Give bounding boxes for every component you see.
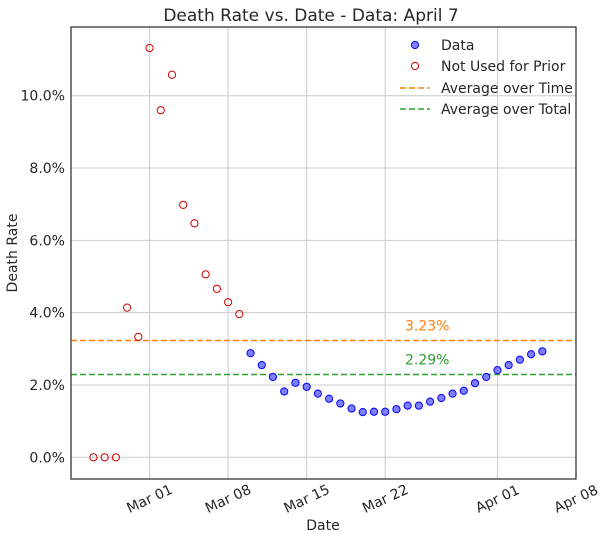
data-point — [145, 43, 154, 53]
reference-lines: 3.23% 2.29% — [71, 319, 576, 376]
data-point — [336, 399, 345, 408]
x-axis-ticks: Mar 01 Mar 08 Mar 15 Mar 22 Apr 01 Apr 08 — [124, 482, 600, 517]
x-tick-label: Mar 22 — [360, 482, 411, 517]
data-point — [504, 360, 513, 370]
legend-marker — [410, 40, 420, 50]
data-point — [482, 372, 491, 382]
data-point — [414, 401, 423, 410]
reference-line-label: 2.29% — [405, 352, 449, 368]
data-point — [268, 372, 278, 382]
data-point — [179, 200, 188, 210]
legend-label: Not Used for Prior — [441, 59, 566, 75]
legend-label: Average over Total — [441, 102, 571, 118]
data-point — [156, 106, 165, 115]
data-point — [167, 70, 177, 79]
data-point — [437, 393, 446, 403]
x-tick-label: Apr 08 — [552, 482, 601, 516]
x-tick-label: Mar 08 — [203, 482, 254, 517]
legend: Data Not Used for Prior Average over Time A… — [400, 38, 573, 118]
data-point — [527, 350, 536, 359]
data-point — [325, 394, 334, 403]
data-point — [246, 349, 255, 358]
data-point — [459, 386, 468, 395]
plot-frame — [70, 26, 577, 480]
data-point — [123, 303, 132, 312]
y-tick-label: 6.0% — [29, 233, 65, 249]
chart-title: Death Rate vs. Date - Data: April 7 — [163, 6, 458, 26]
data-point — [392, 405, 401, 414]
y-axis-ticks: 0.0% 2.0% 4.0% 6.0% 8.0% 10.0% — [21, 89, 65, 467]
data-point — [538, 347, 547, 356]
data-point — [235, 310, 244, 319]
legend-label: Average over Time — [441, 81, 573, 97]
reference-line-label: 3.23% — [405, 319, 449, 335]
y-tick-label: 0.0% — [29, 450, 65, 466]
data-point — [100, 453, 109, 462]
data-point — [347, 404, 356, 413]
data-point — [212, 284, 221, 293]
data-point — [403, 401, 412, 410]
x-tick-label: Apr 01 — [473, 482, 522, 516]
data-points — [89, 43, 547, 462]
y-tick-label: 4.0% — [29, 306, 65, 322]
data-point — [369, 407, 379, 416]
data-point — [257, 360, 266, 370]
data-point — [111, 453, 120, 462]
data-point — [280, 387, 289, 396]
data-point — [426, 397, 435, 406]
data-point — [515, 355, 524, 364]
data-point — [448, 389, 457, 398]
data-point — [201, 270, 210, 279]
y-tick-label: 8.0% — [29, 161, 65, 177]
x-axis-label: Date — [306, 518, 339, 534]
y-axis-label: Death Rate — [5, 214, 21, 293]
data-point — [313, 389, 322, 398]
data-point — [89, 453, 98, 462]
legend-label: Data — [441, 38, 474, 54]
x-tick-label: Mar 15 — [282, 482, 333, 517]
data-point — [302, 382, 311, 391]
data-point — [358, 408, 367, 417]
data-point — [381, 407, 390, 416]
y-tick-label: 2.0% — [29, 378, 65, 394]
data-point — [470, 379, 480, 388]
y-tick-label: 10.0% — [21, 89, 65, 105]
data-point — [291, 378, 300, 387]
data-point — [224, 298, 233, 307]
data-point — [190, 219, 199, 228]
legend-marker — [410, 61, 420, 71]
x-tick-label: Mar 01 — [124, 482, 175, 517]
data-point — [134, 332, 143, 341]
data-point — [493, 366, 502, 375]
